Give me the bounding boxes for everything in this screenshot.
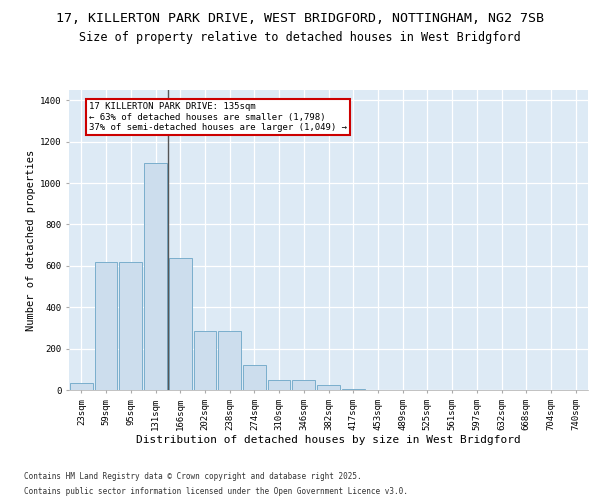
Bar bbox=[342, 389, 365, 390]
Bar bbox=[194, 331, 216, 390]
Y-axis label: Number of detached properties: Number of detached properties bbox=[26, 150, 35, 330]
Bar bbox=[243, 365, 266, 390]
Bar bbox=[317, 385, 340, 390]
Bar bbox=[292, 380, 315, 390]
Text: 17 KILLERTON PARK DRIVE: 135sqm
← 63% of detached houses are smaller (1,798)
37%: 17 KILLERTON PARK DRIVE: 135sqm ← 63% of… bbox=[89, 102, 347, 132]
Text: Contains HM Land Registry data © Crown copyright and database right 2025.: Contains HM Land Registry data © Crown c… bbox=[24, 472, 362, 481]
Bar bbox=[95, 262, 118, 390]
Bar bbox=[218, 331, 241, 390]
Bar bbox=[144, 164, 167, 390]
Bar bbox=[268, 380, 290, 390]
Text: Size of property relative to detached houses in West Bridgford: Size of property relative to detached ho… bbox=[79, 31, 521, 44]
Text: 17, KILLERTON PARK DRIVE, WEST BRIDGFORD, NOTTINGHAM, NG2 7SB: 17, KILLERTON PARK DRIVE, WEST BRIDGFORD… bbox=[56, 12, 544, 26]
Bar bbox=[70, 383, 93, 390]
Text: Contains public sector information licensed under the Open Government Licence v3: Contains public sector information licen… bbox=[24, 487, 408, 496]
X-axis label: Distribution of detached houses by size in West Bridgford: Distribution of detached houses by size … bbox=[136, 436, 521, 446]
Bar bbox=[119, 262, 142, 390]
Bar bbox=[169, 258, 191, 390]
